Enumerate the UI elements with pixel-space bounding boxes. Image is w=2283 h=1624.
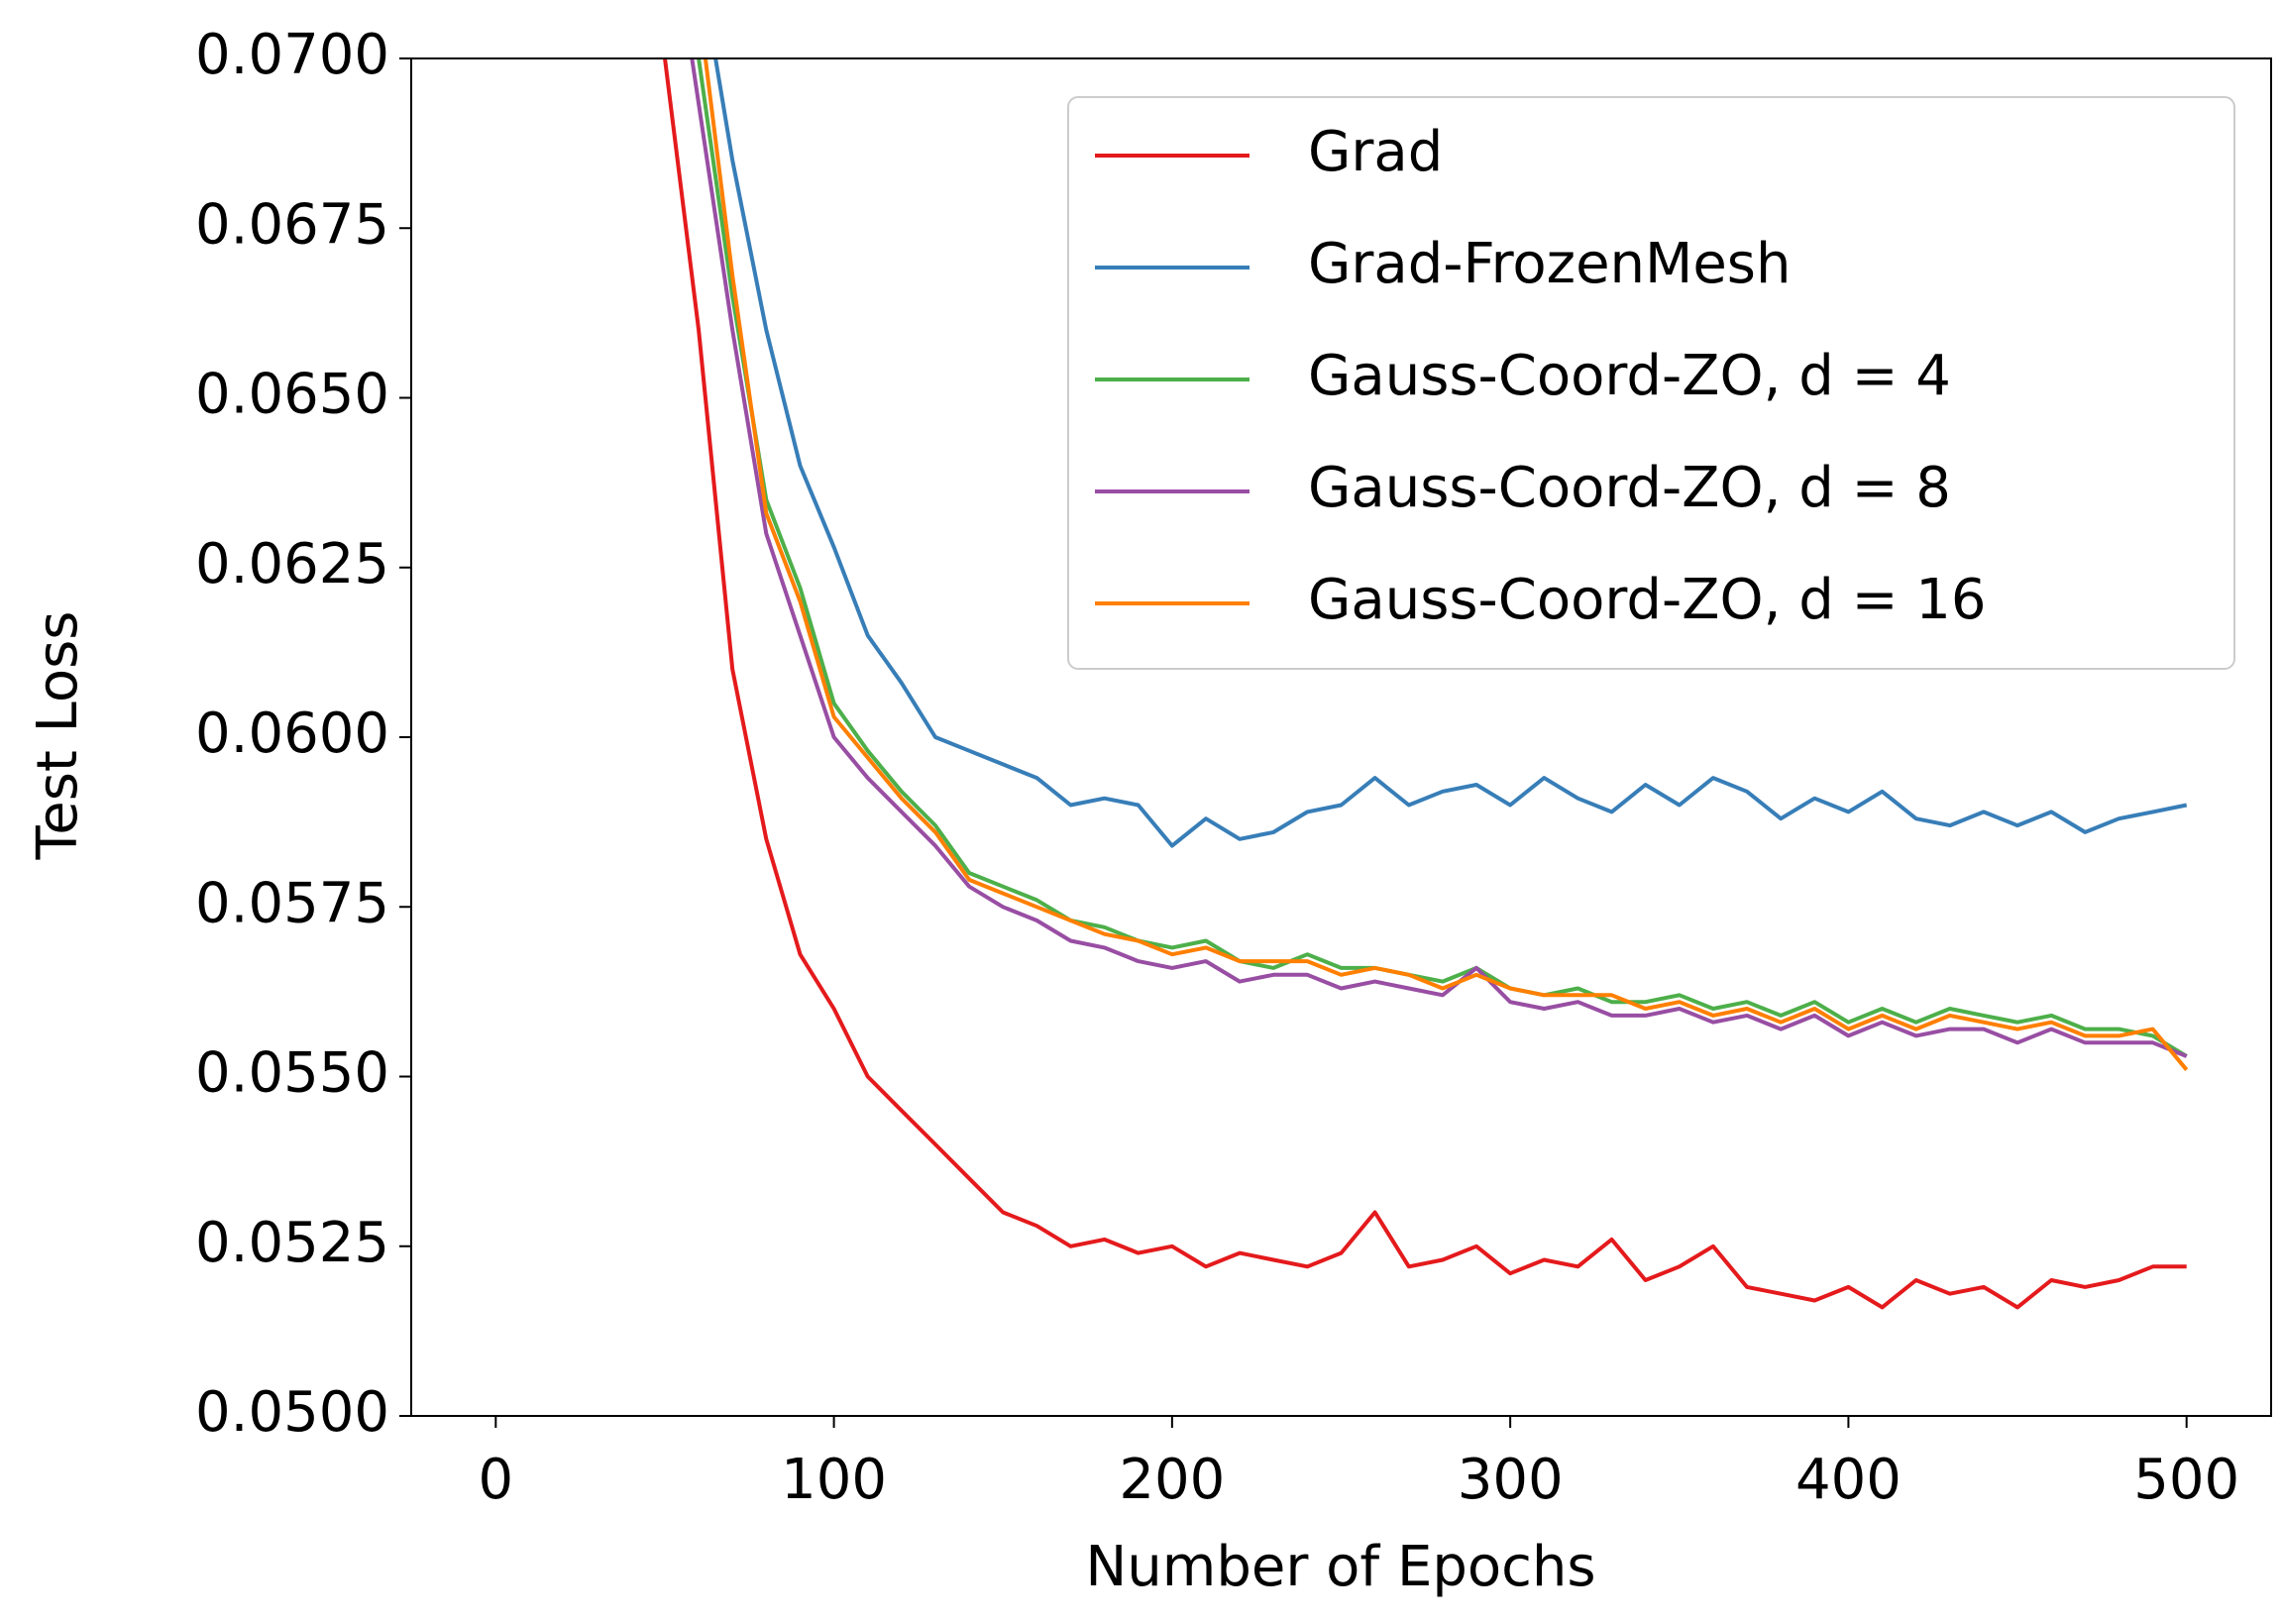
x-tick-label: 300 xyxy=(1458,1448,1564,1512)
legend-label: Gauss-Coord-ZO, d = 16 xyxy=(1308,568,1987,632)
x-tick-label: 100 xyxy=(781,1448,887,1512)
legend-label: Gauss-Coord-ZO, d = 8 xyxy=(1308,456,1951,520)
x-tick-label: 400 xyxy=(1795,1448,1902,1512)
legend-label: Gauss-Coord-ZO, d = 4 xyxy=(1308,344,1951,408)
y-tick-label: 0.0525 xyxy=(195,1211,389,1275)
x-tick-label: 200 xyxy=(1119,1448,1225,1512)
series-line xyxy=(697,58,2188,1058)
y-tick-label: 0.0575 xyxy=(195,871,389,935)
series-line xyxy=(663,58,2187,1310)
y-tick-label: 0.0650 xyxy=(195,363,389,427)
legend-label: Grad xyxy=(1308,120,1443,184)
x-axis-label: Number of Epochs xyxy=(1085,1535,1595,1599)
y-tick-label: 0.0600 xyxy=(195,702,389,766)
y-tick-label: 0.0550 xyxy=(195,1041,389,1106)
series-line xyxy=(703,58,2189,1071)
plot-lines xyxy=(663,58,2189,1310)
y-tick-label: 0.0500 xyxy=(195,1380,389,1445)
x-tick-label: 0 xyxy=(478,1448,513,1512)
legend-label: Grad-FrozenMesh xyxy=(1308,232,1791,296)
series-line xyxy=(690,58,2188,1058)
y-tick-label: 0.0700 xyxy=(195,23,389,87)
plot-frame xyxy=(410,57,2272,1417)
y-tick-label: 0.0625 xyxy=(195,532,389,596)
series-line xyxy=(713,58,2188,848)
y-axis-label: Test Loss xyxy=(26,611,90,861)
x-tick-label: 500 xyxy=(2133,1448,2239,1512)
legend-box xyxy=(1067,96,2235,670)
y-tick-label: 0.0675 xyxy=(195,192,389,257)
